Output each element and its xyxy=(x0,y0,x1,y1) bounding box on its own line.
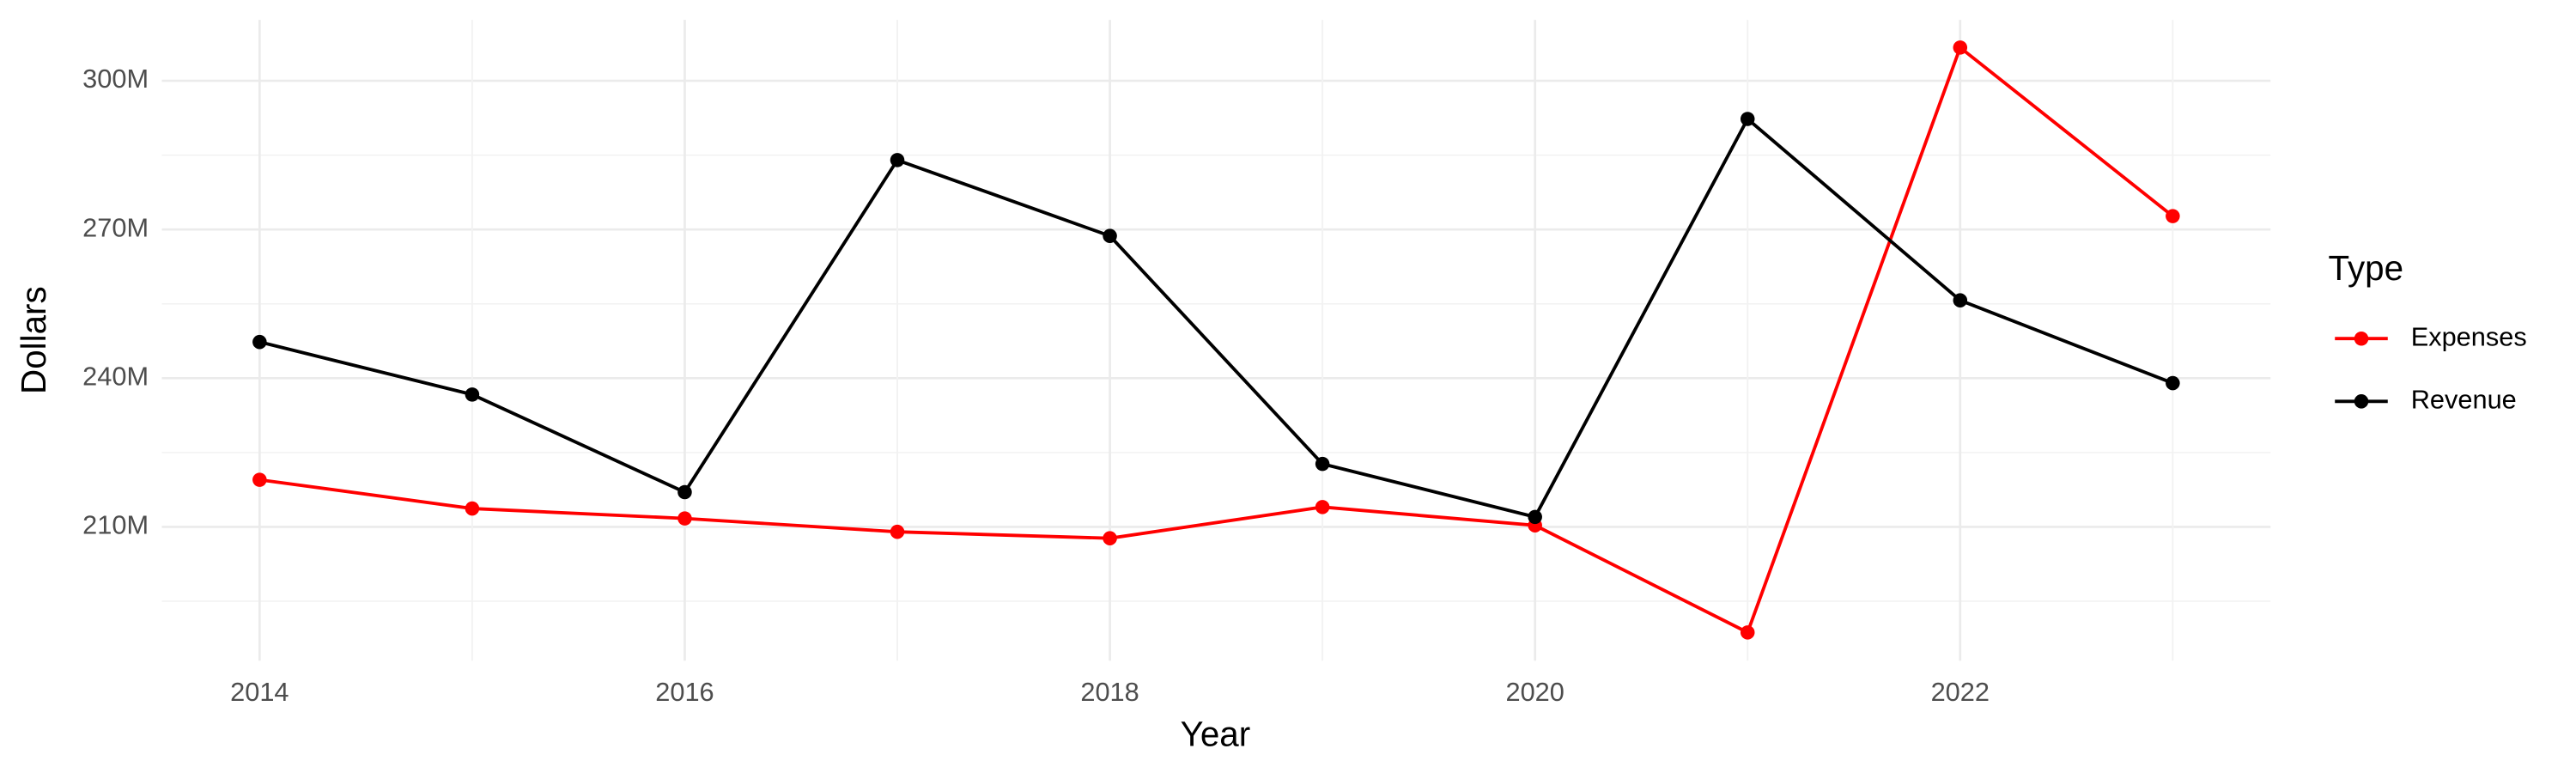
data-point xyxy=(1315,500,1330,514)
data-point xyxy=(465,501,480,516)
legend: Expenses Revenue xyxy=(2335,321,2527,414)
data-point xyxy=(890,524,905,539)
x-axis-title: Year xyxy=(1181,714,1251,753)
y-axis-title: Dollars xyxy=(14,286,53,394)
data-point xyxy=(1953,293,1968,307)
data-point xyxy=(1740,625,1755,640)
legend-key-point xyxy=(2354,394,2369,409)
x-tick-label: 2016 xyxy=(655,677,714,707)
data-point xyxy=(1528,509,1542,525)
y-tick-label: 300M xyxy=(82,64,149,94)
data-point xyxy=(252,472,267,487)
legend-label: Revenue xyxy=(2411,384,2517,414)
plot-marks xyxy=(252,40,2180,640)
data-point xyxy=(1953,40,1968,55)
x-tick-label: 2022 xyxy=(1931,677,1990,707)
y-tick-label: 210M xyxy=(82,510,149,540)
data-point xyxy=(252,334,267,350)
legend-label: Expenses xyxy=(2411,321,2527,351)
data-point xyxy=(1103,531,1117,545)
data-point xyxy=(677,484,692,500)
grid xyxy=(161,20,2271,661)
data-point xyxy=(1740,112,1755,126)
data-point xyxy=(465,387,480,402)
data-point xyxy=(1315,456,1330,472)
data-point xyxy=(2166,375,2180,391)
series-line xyxy=(258,116,2174,520)
data-point xyxy=(1103,228,1117,243)
series-line xyxy=(259,45,2174,636)
y-tick-label: 270M xyxy=(82,212,149,242)
x-tick-label: 2018 xyxy=(1080,677,1139,707)
legend-key-point xyxy=(2354,331,2369,346)
x-tick-label: 2014 xyxy=(230,677,289,707)
y-tick-label: 240M xyxy=(82,361,149,391)
x-tick-label: 2020 xyxy=(1505,677,1564,707)
data-point xyxy=(2166,209,2180,223)
data-point xyxy=(890,153,905,167)
legend-title: Type xyxy=(2329,248,2404,288)
data-point xyxy=(677,511,692,526)
